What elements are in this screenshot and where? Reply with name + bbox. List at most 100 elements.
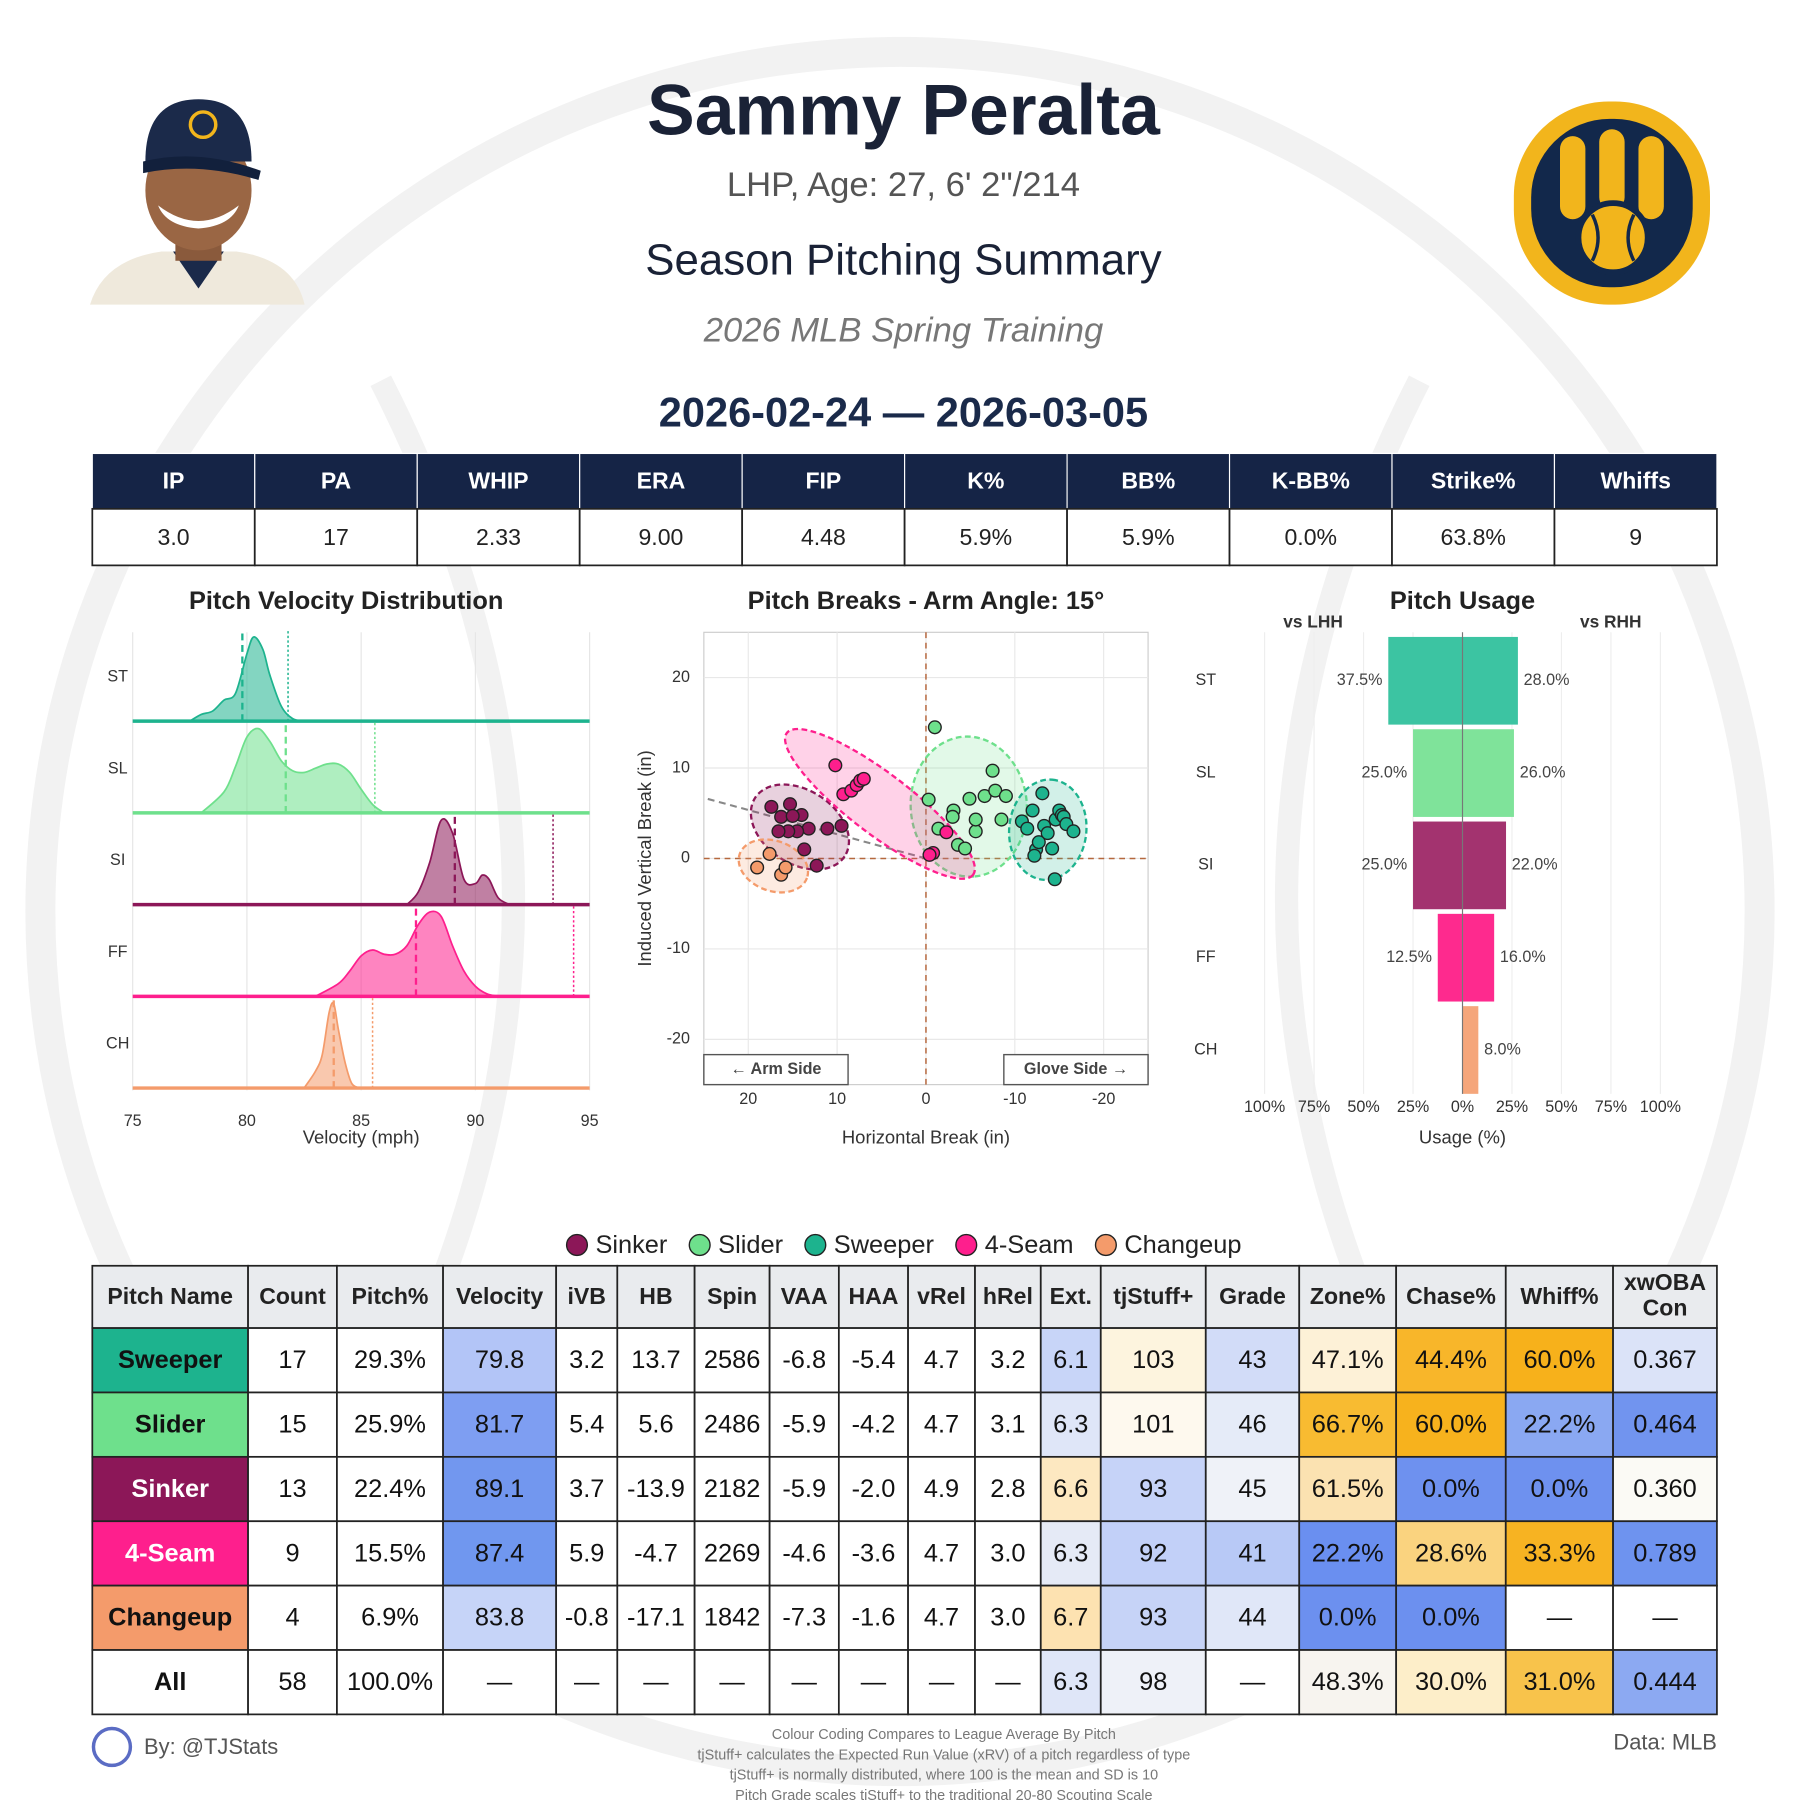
y-tick-label: 20 <box>672 668 690 686</box>
table-value: 93 <box>1139 1475 1167 1503</box>
table-header: HAA <box>848 1283 898 1309</box>
footnote: tjStuff+ calculates the Expected Run Val… <box>697 1747 1190 1763</box>
pitch-name: Sweeper <box>118 1346 222 1374</box>
table-value: — <box>861 1668 887 1696</box>
table-value: 6.7 <box>1053 1604 1088 1632</box>
summary-header: K% <box>967 467 1004 493</box>
table-cell <box>1612 1649 1718 1716</box>
table-value: 46 <box>1238 1411 1266 1439</box>
table-value: 15 <box>278 1411 306 1439</box>
pitch-name: 4-Seam <box>125 1539 215 1567</box>
confidence-ellipse <box>737 838 810 894</box>
table-cell <box>442 1520 558 1587</box>
table-value: 47.1% <box>1312 1346 1384 1374</box>
pitch-point <box>778 860 793 875</box>
summary-header-cell <box>1228 452 1393 510</box>
table-header-cell <box>1504 1264 1614 1329</box>
value-label: 37.5% <box>1337 671 1383 689</box>
summary-header: Whiffs <box>1600 467 1670 493</box>
table-value: — <box>995 1668 1021 1696</box>
table-value: 66.7% <box>1312 1411 1384 1439</box>
x-tick-label: 10 <box>828 1090 846 1108</box>
table-cell <box>247 1455 338 1523</box>
pitch-name: All <box>154 1668 186 1696</box>
summary-header-cell <box>579 452 743 510</box>
player-headshot <box>90 99 305 305</box>
table-value: 60.0% <box>1523 1346 1595 1374</box>
table-value: 0.360 <box>1633 1475 1697 1503</box>
table-value: 25.9% <box>354 1411 426 1439</box>
table-value: 5.4 <box>569 1411 604 1439</box>
x-axis-label: Usage (%) <box>1419 1127 1506 1148</box>
summary-header-cell <box>1066 452 1231 510</box>
table-header-cell <box>336 1264 444 1329</box>
table-header-cell <box>91 1264 249 1329</box>
table-header-cell <box>1612 1264 1718 1329</box>
table-header-cell <box>1099 1264 1207 1329</box>
pitch-point <box>1040 826 1055 841</box>
table-value: 29.3% <box>354 1346 426 1374</box>
table-value: 2269 <box>704 1539 760 1567</box>
x-tick-label: 100% <box>1244 1098 1285 1116</box>
table-value: 0.789 <box>1633 1539 1697 1567</box>
table-value: 0.464 <box>1633 1411 1697 1439</box>
legend: Sinker Slider Sweeper 4-Seam Changeup <box>565 1231 1241 1259</box>
legend-swatch <box>804 1233 827 1257</box>
pitch-point <box>958 841 973 856</box>
pitch-point <box>1047 872 1062 887</box>
footnote: tjStuff+ is normally distributed, where … <box>730 1768 1159 1784</box>
table-cell <box>837 1391 909 1458</box>
summary-header-cell <box>1391 452 1556 510</box>
table-header: vRel <box>917 1283 966 1309</box>
table-cell <box>91 1649 249 1716</box>
summary-header: K-BB% <box>1272 467 1350 493</box>
table-cell <box>555 1455 619 1523</box>
summary-value: 5.9% <box>960 524 1013 550</box>
pitch-point <box>1025 803 1040 818</box>
table-value: 6.1 <box>1053 1346 1088 1374</box>
annotation-box <box>703 1053 849 1086</box>
table-cell <box>91 1391 249 1458</box>
density-area <box>404 818 513 906</box>
usage-bar <box>1462 913 1495 1002</box>
table-value: 2182 <box>704 1475 760 1503</box>
table-cell <box>1612 1584 1718 1651</box>
x-tick-label: 75 <box>124 1112 142 1130</box>
table-cell <box>1395 1455 1507 1523</box>
category-label: SL <box>1196 763 1216 781</box>
table-value: 17 <box>278 1346 306 1374</box>
table-value: 4.7 <box>924 1346 959 1374</box>
table-cell <box>616 1455 696 1523</box>
table-header-cell <box>1039 1264 1102 1329</box>
x-tick-label: 25% <box>1397 1098 1429 1116</box>
legend-swatch <box>688 1233 711 1257</box>
table-value: — <box>929 1668 955 1696</box>
value-label: 8.0% <box>1484 1040 1521 1058</box>
value-label: 26.0% <box>1520 763 1566 781</box>
table-value: 4.9 <box>924 1475 959 1503</box>
table-value: 6.3 <box>1053 1539 1088 1567</box>
table-cell <box>974 1520 1042 1587</box>
table-cell <box>555 1520 619 1587</box>
table-cell <box>1039 1327 1102 1394</box>
table-value: 6.6 <box>1053 1475 1088 1503</box>
table-cell <box>974 1649 1042 1716</box>
summary-header-cell <box>904 452 1068 510</box>
x-axis-label: Horizontal Break (in) <box>842 1127 1010 1148</box>
table-value: -3.6 <box>852 1539 896 1567</box>
table-value: 22.2% <box>1523 1411 1595 1439</box>
pitch-point <box>968 824 983 839</box>
summary-value-cell <box>1391 507 1556 567</box>
table-value: 45 <box>1238 1475 1266 1503</box>
y-axis-label: Induced Vertical Break (in) <box>634 750 655 966</box>
x-tick-label: -20 <box>1092 1090 1115 1108</box>
table-header: Zone% <box>1310 1283 1386 1309</box>
pitch-point <box>834 818 849 833</box>
pitch-point <box>771 824 786 839</box>
pitch-point <box>945 809 960 824</box>
table-value: 0.0% <box>1531 1475 1589 1503</box>
x-tick-label: 0% <box>1451 1098 1474 1116</box>
table-value: 87.4 <box>475 1539 524 1567</box>
team-logo <box>1513 101 1710 305</box>
